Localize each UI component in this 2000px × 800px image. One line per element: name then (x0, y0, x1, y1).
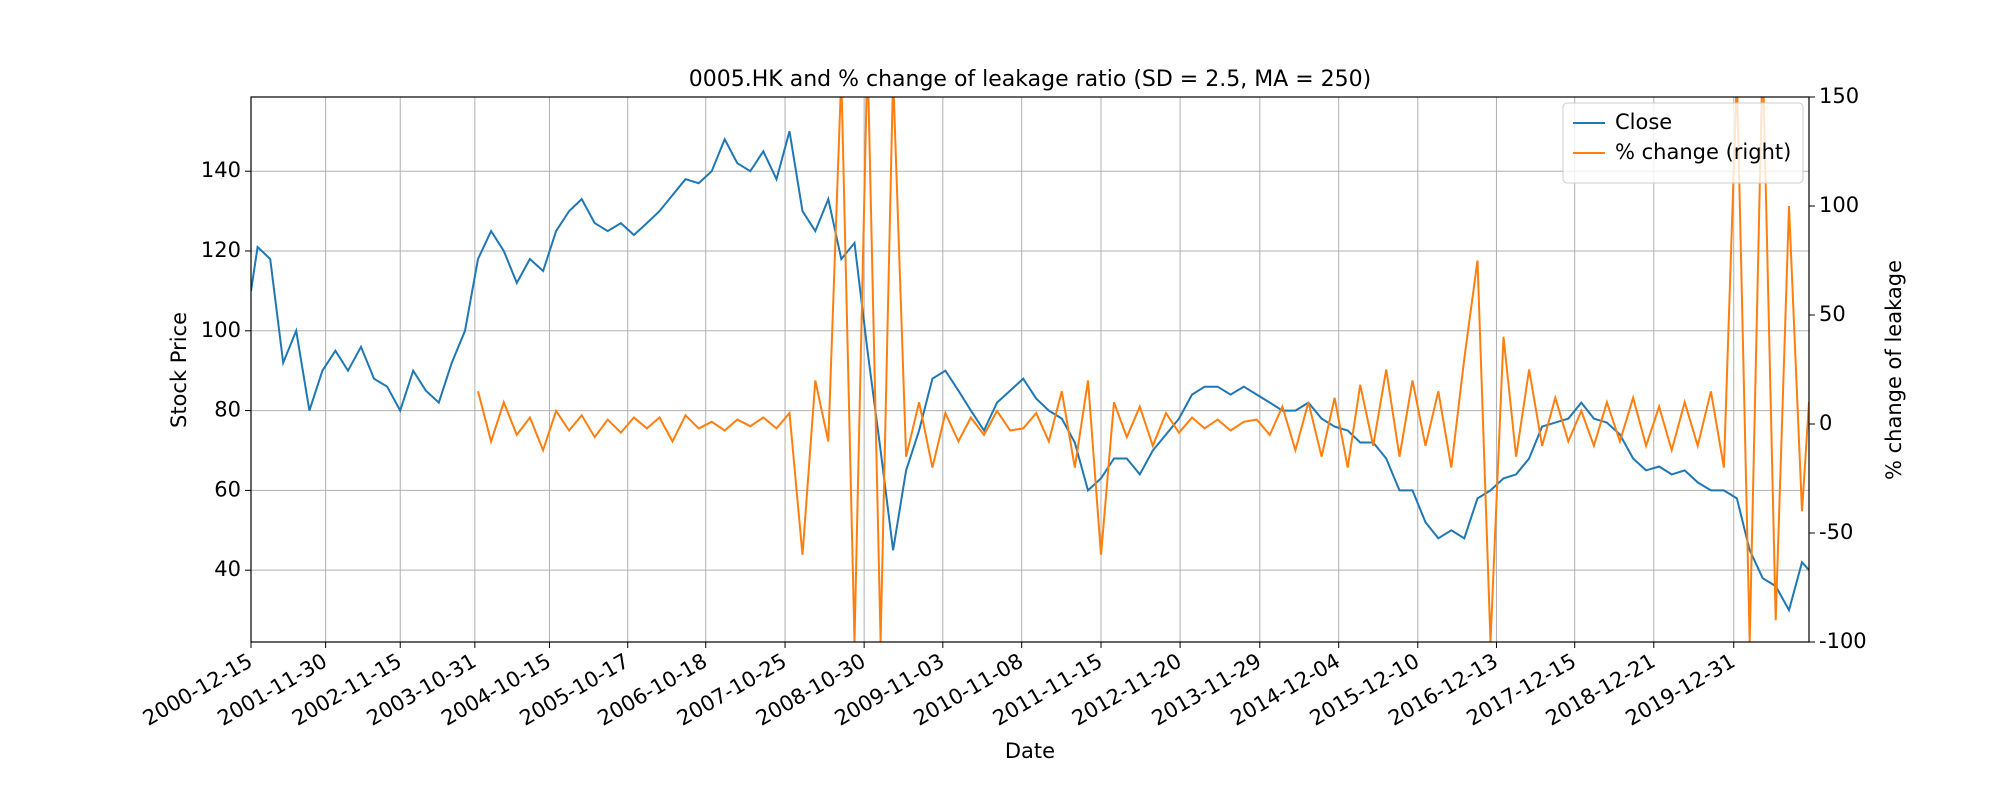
y2-tick-label: -50 (1819, 520, 1853, 544)
y-tick-label: 140 (201, 158, 241, 182)
chart-title: 0005.HK and % change of leakage ratio (S… (689, 67, 1371, 92)
x-axis-label: Date (1005, 739, 1055, 763)
y-tick-label: 80 (214, 398, 241, 422)
y-tick-label: 40 (214, 557, 241, 581)
y2-tick-label: 50 (1819, 302, 1846, 326)
series-line (251, 131, 1809, 613)
y-tick-label: 120 (201, 238, 241, 262)
y2-tick-label: 150 (1819, 84, 1859, 108)
plot-frame (250, 96, 1810, 643)
series-line (477, 97, 1809, 642)
legend-label: % change (right) (1615, 140, 1791, 164)
legend-label: Close (1615, 110, 1672, 134)
y-tick-label: 60 (214, 477, 241, 501)
y-axis-label: Stock Price (167, 312, 191, 428)
y2-tick-label: -100 (1819, 629, 1867, 653)
y-tick-label: 100 (201, 318, 241, 342)
legend-box (1562, 102, 1804, 184)
y2-tick-label: 0 (1819, 411, 1832, 435)
plot-area (251, 97, 1809, 642)
y2-tick-label: 100 (1819, 193, 1859, 217)
y2-axis-label: % change of leakage (1882, 260, 1906, 480)
